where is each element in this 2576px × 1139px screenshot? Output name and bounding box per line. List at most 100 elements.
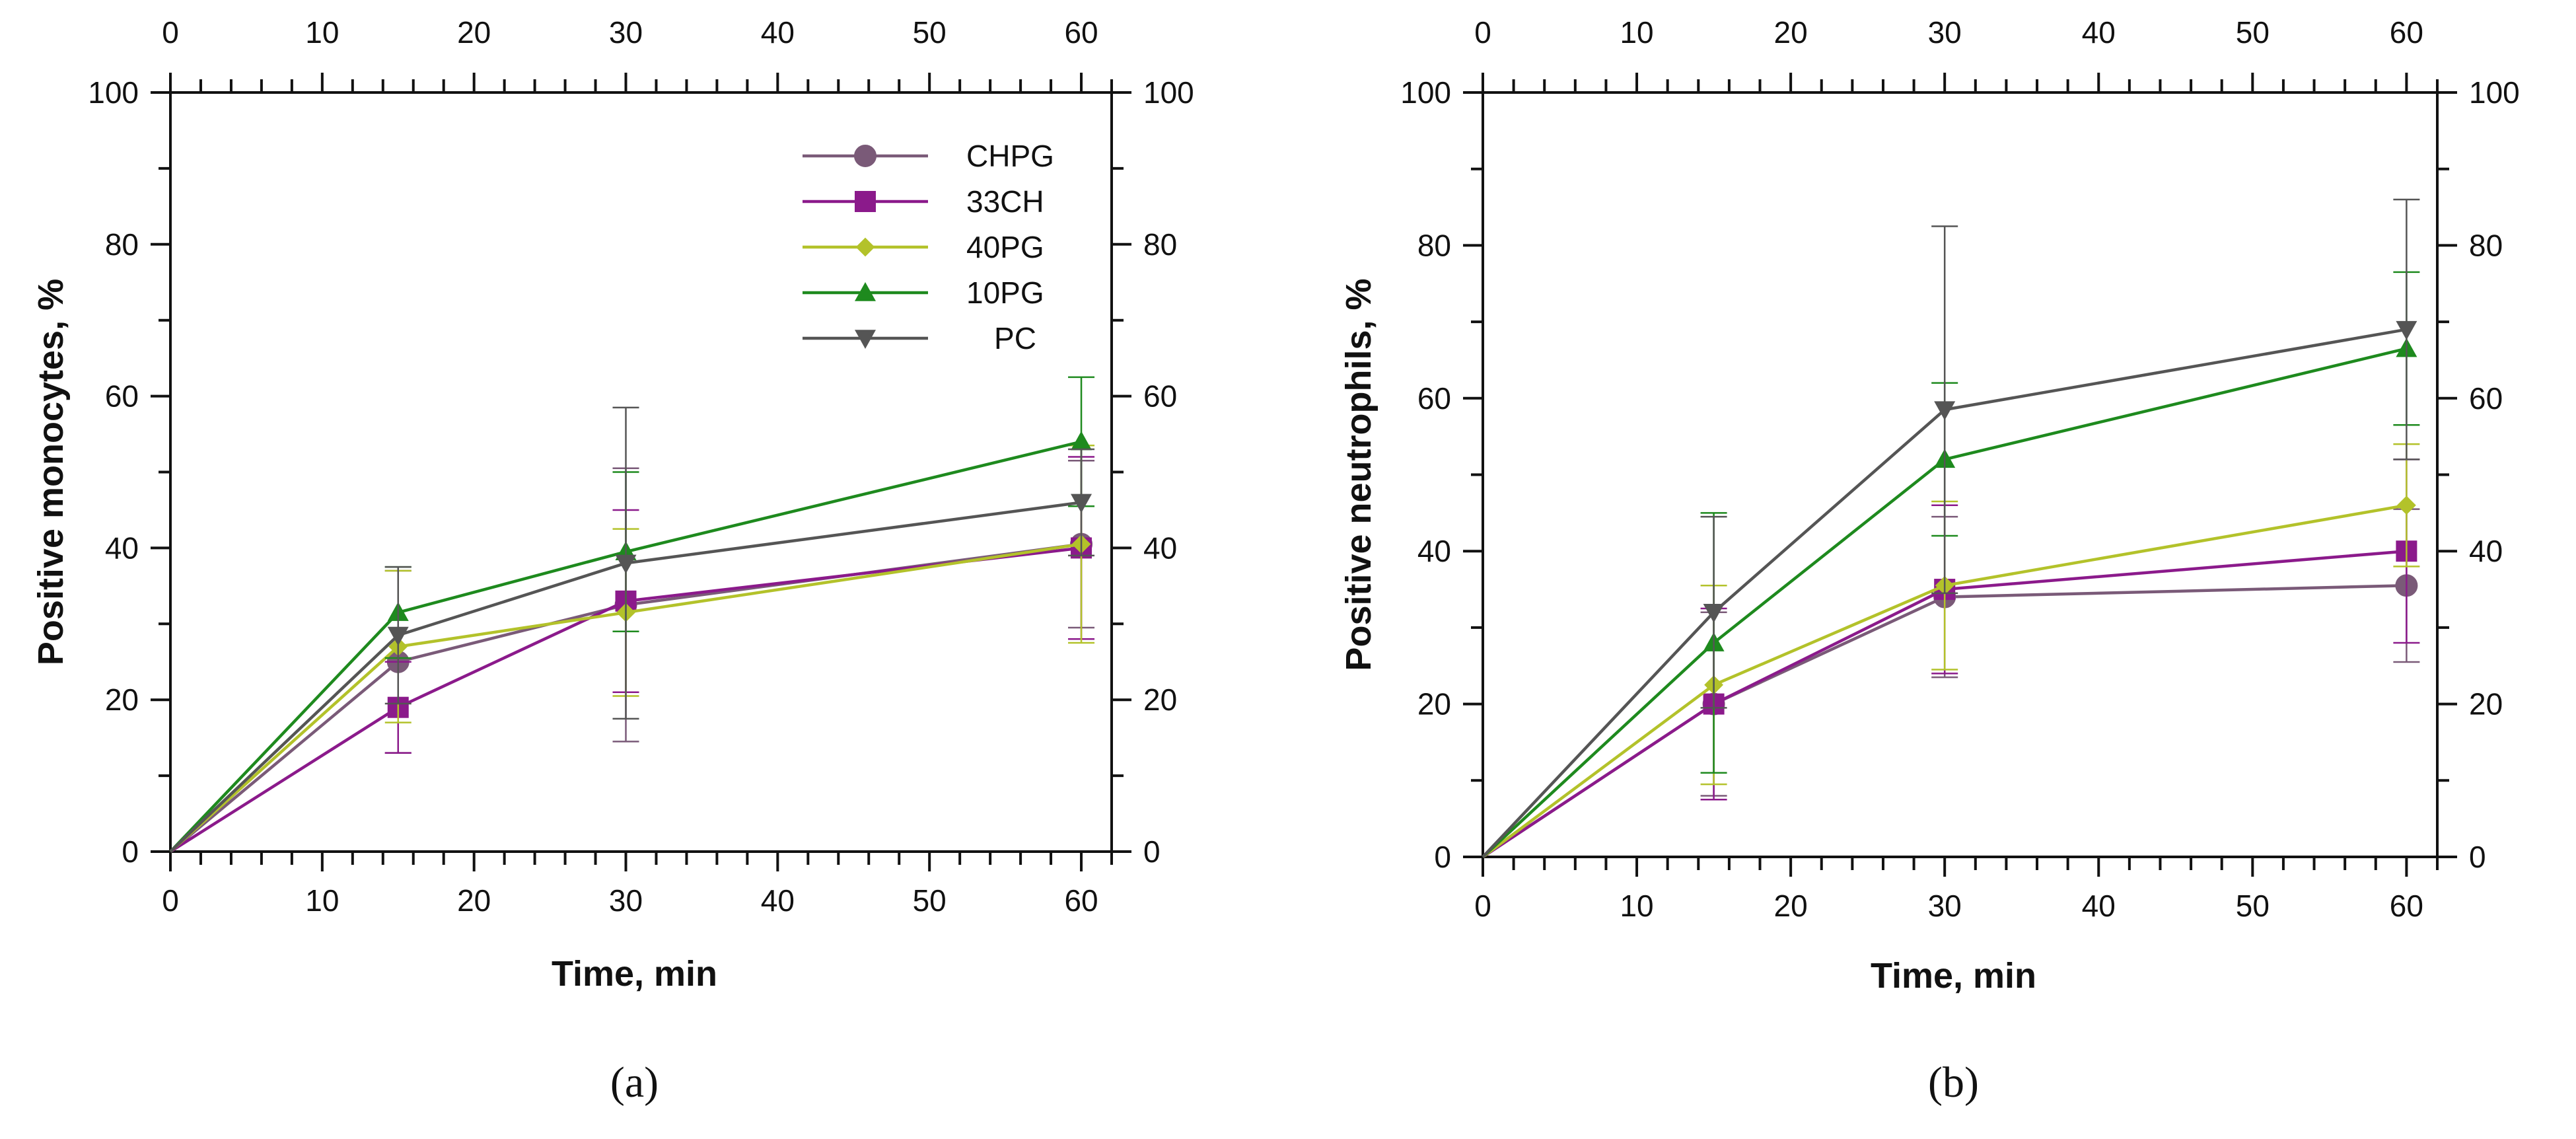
series-group bbox=[1482, 198, 2420, 858]
y-tick-label: 100 bbox=[1400, 75, 1451, 110]
x-top-tick-label: 40 bbox=[761, 15, 795, 50]
y-tick-label: 80 bbox=[1417, 228, 1451, 262]
y-tick-label: 20 bbox=[105, 682, 139, 717]
x-tick-label: 60 bbox=[1064, 883, 1098, 918]
series-pc bbox=[1482, 198, 2420, 858]
y-tick-label: 40 bbox=[1417, 534, 1451, 568]
x-top-tick-label: 60 bbox=[1064, 15, 1098, 50]
series-line bbox=[1482, 328, 2407, 858]
legend-label: 40PG bbox=[966, 230, 1044, 264]
x-tick-label: 50 bbox=[913, 883, 947, 918]
series-line bbox=[1482, 347, 2407, 858]
series-line bbox=[169, 440, 1082, 853]
y-right-tick-label: 20 bbox=[2469, 687, 2503, 721]
legend-item: 40PG bbox=[803, 230, 1044, 264]
y-tick-label: 80 bbox=[105, 227, 139, 262]
y-right-tick-label: 0 bbox=[2469, 840, 2486, 874]
y-right-tick-label: 60 bbox=[1143, 379, 1177, 414]
x-top-tick-label: 10 bbox=[305, 15, 339, 50]
x-tick-label: 40 bbox=[761, 883, 795, 918]
series-33ch bbox=[169, 456, 1095, 853]
x-top-tick-label: 10 bbox=[1620, 15, 1653, 50]
x-axis-title: Time, min bbox=[552, 954, 717, 994]
x-top-tick-label: 30 bbox=[609, 15, 643, 50]
data-point bbox=[1703, 603, 1725, 623]
y-tick-label: 0 bbox=[122, 834, 139, 869]
x-tick-label: 20 bbox=[1774, 889, 1808, 923]
y-tick-label: 100 bbox=[88, 75, 139, 110]
legend: CHPG 33CH 40PG 10PG PC bbox=[803, 139, 1054, 355]
y-right-tick-label: 100 bbox=[2469, 75, 2520, 110]
x-top-tick-label: 50 bbox=[2236, 15, 2270, 50]
data-point bbox=[1071, 494, 1092, 513]
x-tick-label: 60 bbox=[2390, 889, 2423, 923]
y-tick-label: 60 bbox=[105, 379, 139, 414]
panel-label: (a) bbox=[610, 1058, 659, 1107]
legend-item: 33CH bbox=[803, 184, 1044, 219]
x-tick-label: 30 bbox=[1928, 889, 1962, 923]
y-right-tick-label: 60 bbox=[2469, 381, 2503, 416]
legend-marker bbox=[855, 191, 876, 212]
data-point bbox=[2396, 320, 2417, 340]
series-group bbox=[169, 376, 1095, 853]
y-right-tick-label: 40 bbox=[1143, 531, 1177, 565]
data-point bbox=[387, 626, 409, 646]
y-tick-label: 60 bbox=[1417, 381, 1451, 416]
x-axis-title: Time, min bbox=[1871, 956, 2036, 996]
y-tick-label: 20 bbox=[1417, 687, 1451, 721]
x-top-tick-label: 20 bbox=[1774, 15, 1808, 50]
x-tick-label: 40 bbox=[2082, 889, 2116, 923]
x-tick-label: 10 bbox=[305, 883, 339, 918]
x-tick-label: 0 bbox=[1474, 889, 1491, 923]
y-right-tick-label: 80 bbox=[2469, 228, 2503, 262]
y-tick-label: 0 bbox=[1434, 840, 1451, 874]
x-top-tick-label: 40 bbox=[2082, 15, 2116, 50]
y-axis-title: Positive monocytes, % bbox=[31, 279, 71, 665]
y-tick-label: 40 bbox=[105, 531, 139, 565]
y-right-tick-label: 40 bbox=[2469, 534, 2503, 568]
data-point bbox=[615, 554, 637, 574]
series-line bbox=[169, 546, 1082, 853]
x-tick-label: 0 bbox=[162, 883, 179, 918]
legend-marker bbox=[855, 237, 875, 257]
legend-marker bbox=[854, 145, 877, 167]
legend-label: 33CH bbox=[966, 184, 1044, 219]
panel-label: (b) bbox=[1928, 1058, 1979, 1107]
data-point bbox=[2396, 496, 2416, 515]
y-right-tick-label: 80 bbox=[1143, 227, 1177, 262]
legend-item: PC bbox=[803, 321, 1036, 355]
y-right-tick-label: 20 bbox=[1143, 682, 1177, 717]
x-top-tick-label: 50 bbox=[913, 15, 947, 50]
x-tick-label: 30 bbox=[609, 883, 643, 918]
x-top-tick-label: 20 bbox=[457, 15, 491, 50]
series-33ch bbox=[1482, 459, 2420, 858]
data-point bbox=[1071, 431, 1092, 451]
series-line bbox=[169, 542, 1082, 853]
series-line bbox=[169, 501, 1082, 853]
data-point bbox=[1934, 401, 1956, 421]
x-tick-label: 20 bbox=[457, 883, 491, 918]
x-top-tick-label: 0 bbox=[162, 15, 179, 50]
series-line bbox=[1482, 549, 2407, 858]
legend-label: 10PG bbox=[966, 276, 1044, 310]
legend-marker bbox=[855, 282, 876, 301]
legend-item: 10PG bbox=[803, 276, 1044, 310]
x-top-tick-label: 30 bbox=[1928, 15, 1962, 50]
legend-label: PC bbox=[994, 321, 1036, 355]
series-line bbox=[1482, 503, 2407, 858]
series-10pg bbox=[1482, 271, 2420, 858]
x-top-tick-label: 0 bbox=[1474, 15, 1491, 50]
legend-marker bbox=[855, 330, 876, 349]
series-pc bbox=[169, 406, 1095, 853]
x-top-tick-label: 60 bbox=[2390, 15, 2423, 50]
x-tick-label: 50 bbox=[2236, 889, 2270, 923]
legend-label: CHPG bbox=[966, 139, 1054, 173]
plot-frame bbox=[1482, 91, 2439, 858]
y-axis-title: Positive neutrophils, % bbox=[1339, 278, 1378, 671]
x-tick-label: 10 bbox=[1620, 889, 1653, 923]
legend-item: CHPG bbox=[803, 139, 1054, 173]
series-40pg bbox=[169, 445, 1095, 853]
